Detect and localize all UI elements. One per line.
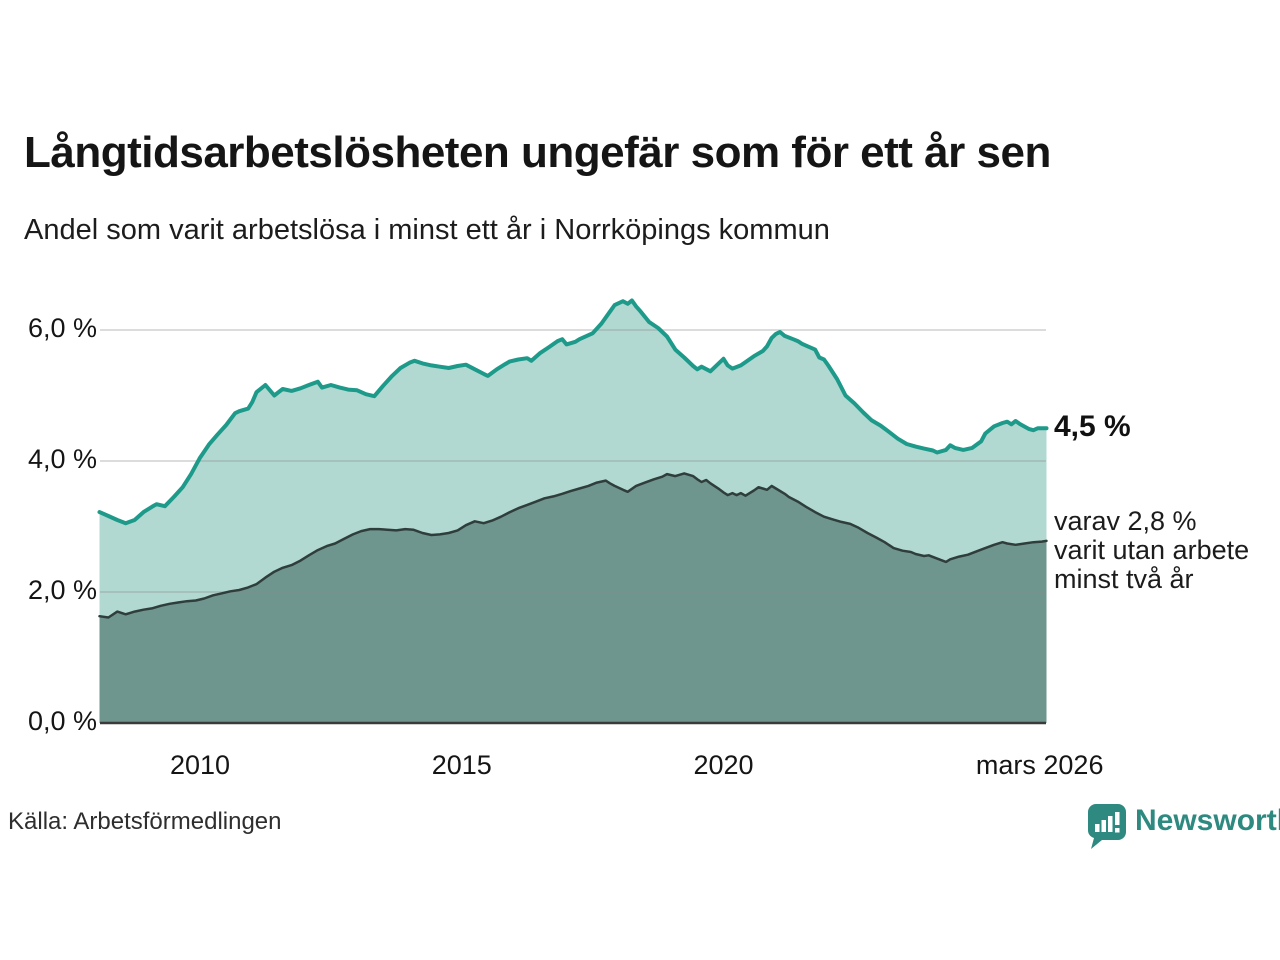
end-value-label: 4,5 % <box>1054 410 1131 443</box>
subset-value-label: varav 2,8 % varit utan arbete minst två … <box>1054 506 1250 594</box>
series-line-0 <box>97 298 1049 526</box>
newsworthy-logo-icon <box>1087 804 1126 849</box>
series-line-1 <box>98 472 1048 619</box>
y-axis-tick-label: 0,0 % <box>27 706 97 736</box>
y-axis-tick-label: 2,0 % <box>27 575 97 605</box>
chart-subtitle: Andel som varit arbetslösa i minst ett å… <box>24 214 830 246</box>
source-caption: Källa: Arbetsförmedlingen <box>8 808 282 835</box>
x-axis-tick-label: 2015 <box>431 750 492 780</box>
x-axis-tick-label: mars 2026 <box>975 750 1104 780</box>
area-fill-1 <box>99 473 1047 723</box>
page-title: Långtidsarbetslösheten ungefär som för e… <box>24 128 1051 177</box>
x-axis-tick-label: 2010 <box>169 750 231 780</box>
y-axis-tick-label: 4,0 % <box>27 444 97 474</box>
newsworthy-logo: Newsworthy <box>1087 803 1280 851</box>
newsworthy-logo-text: Newsworthy <box>1135 804 1280 837</box>
y-axis-tick-label: 6,0 % <box>27 313 97 343</box>
x-axis-tick-label: 2020 <box>693 750 754 780</box>
